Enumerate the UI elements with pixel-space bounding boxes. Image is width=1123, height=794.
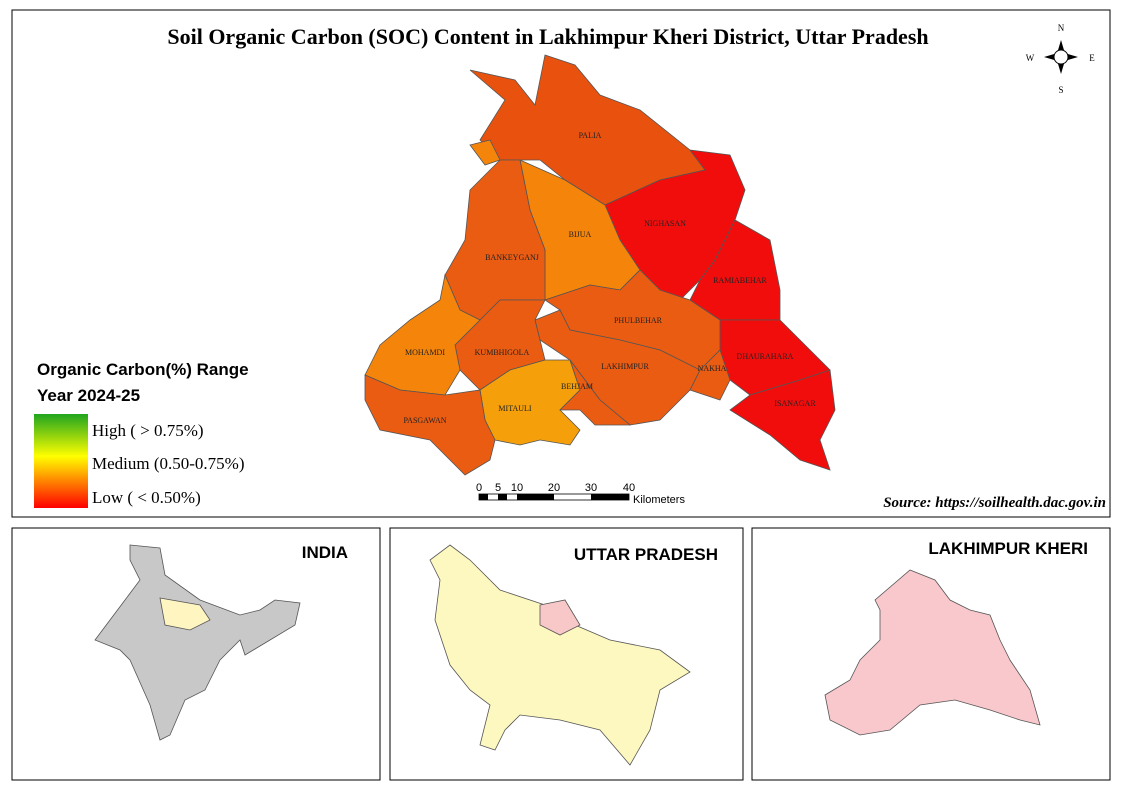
scale-tick: 5 [495,482,501,494]
block-label: BEHJAM [561,382,593,391]
title: Soil Organic Carbon (SOC) Content in Lak… [167,24,928,49]
compass-w: W [1026,53,1035,63]
legend-item: High ( > 0.75%) [92,421,204,440]
inset-title: LAKHIMPUR KHERI [928,539,1088,558]
compass-e: E [1089,53,1095,63]
scale-tick: 30 [585,482,597,494]
scale-tick: 40 [623,482,635,494]
block-label: NAKHA [698,364,727,373]
inset-india: INDIA [11,527,381,781]
legend-title: Organic Carbon(%) Range [37,360,249,379]
scale-bar: 0 5 10 20 30 40 Kilometers [476,482,686,506]
block-label: BANKEYGANJ [485,253,539,262]
block-area [729,369,836,471]
scale-tick: 20 [548,482,560,494]
block-area [364,374,496,476]
block-label: MOHAMDI [405,348,445,357]
block-label: KUMBHIGOLA [475,348,530,357]
legend-ramp [34,414,88,508]
block-label: LAKHIMPUR [601,362,649,371]
compass-n: N [1058,23,1065,33]
source: Source: https://soilhealth.dac.gov.in [883,495,1106,511]
block-label: RAMIABEHAR [713,276,767,285]
inset-title: INDIA [302,543,348,562]
block-area [559,359,632,426]
inset-up: UTTAR PRADESH [389,527,744,781]
legend-subtitle: Year 2024-25 [37,386,140,405]
block-label: PALIA [579,131,602,140]
scale-tick: 10 [511,482,523,494]
block-label: MITAULI [498,404,531,413]
block-label: BIJUA [569,230,592,239]
block-label: NIGHASAN [644,219,686,228]
scale-tick: 0 [476,482,482,494]
inset-title: UTTAR PRADESH [574,545,718,564]
block-label: PHULBEHAR [614,316,663,325]
legend: Organic Carbon(%) Range Year 2024-25 Hig… [34,360,249,508]
compass-s: S [1058,85,1063,95]
district-map: PALIA NIGHASAN BIJUA BANKEYGANJ RAMIABEH… [364,54,836,476]
block-label: ISANAGAR [774,399,816,408]
block-label: PASGAWAN [403,416,446,425]
legend-item: Medium (0.50-0.75%) [92,454,245,473]
legend-item: Low ( < 0.50%) [92,488,201,507]
compass: N S E W [1026,23,1096,95]
scale-unit: Kilometers [633,494,685,506]
block-label: DHAURAHARA [737,352,794,361]
inset-district: LAKHIMPUR KHERI [751,527,1111,781]
